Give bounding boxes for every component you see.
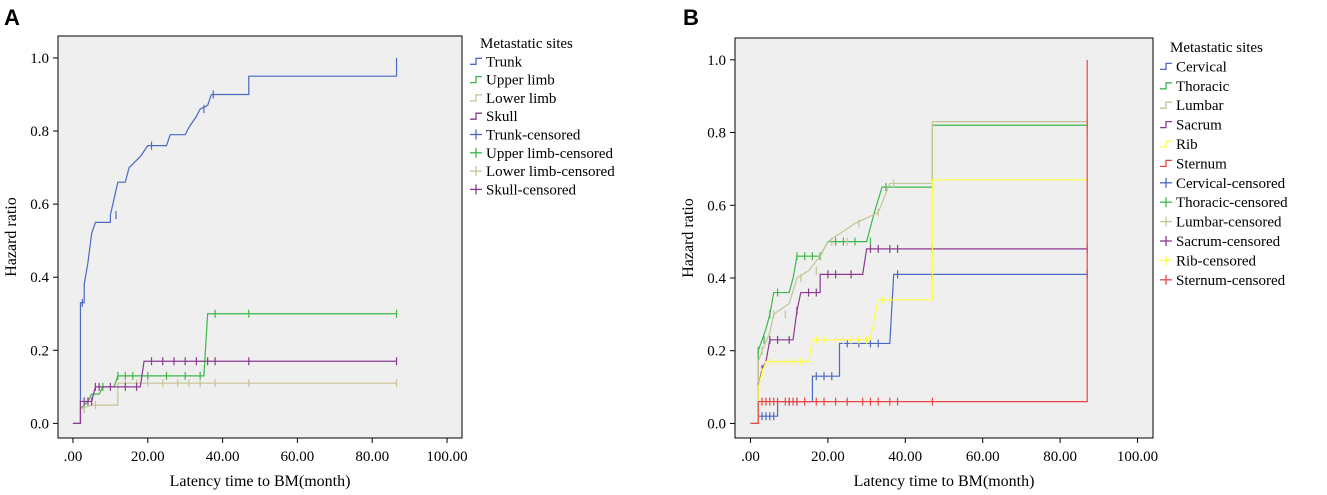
chart-b-legend-entry: Sacrum-censored [1176,234,1281,250]
chart-a-legend-entry: Trunk-censored [486,128,581,144]
chart-a-y-tick-label: 0.0 [30,416,49,432]
chart-a-y-tick-label: 0.4 [30,270,49,286]
chart-a-x-tick-label: 40.00 [206,449,240,465]
chart-b-legend-swatch [1160,82,1172,90]
chart-a-legend-swatch [470,75,482,84]
panel-a-letter: A [4,5,20,30]
chart-b-legend-entry: Thoracic-censored [1176,195,1288,211]
chart-a-plot-area [57,35,463,439]
chart-b-x-tick-label: 20.00 [811,449,845,465]
chart-b-legend-entry: Lumbar [1176,98,1223,114]
chart-a-x-tick-label: 100.00 [426,449,467,465]
chart-b-legend-title: Metastatic sites [1170,40,1263,56]
chart-a-legend-swatch [470,57,482,65]
chart-b-x-tick-label: 60.00 [966,449,1000,465]
chart-b-x-axis-title: Latency time to BM(month) [854,473,1035,490]
chart-a-x-tick-label: 60.00 [281,449,315,465]
chart-b-series-sternum-line [750,59,1088,425]
chart-b-legend-entry: Rib [1176,137,1198,153]
chart-b-x-tick-label: 80.00 [1043,449,1077,465]
chart-b-legend-entry: Lumbar-censored [1176,215,1282,231]
chart-b-plot-area [734,37,1154,439]
chart-b-legend-swatch [1160,101,1172,109]
chart-a-legend-entry: Skull [486,109,518,125]
chart-a-legend-entry: Upper limb-censored [486,146,614,162]
chart-b-y-tick-label: 0.2 [707,344,726,360]
chart-a-series-trunk-line [72,57,398,424]
chart-b-series-thoracic-line [750,124,1088,425]
chart-b-legend-entry: Rib-censored [1176,253,1256,269]
chart-a-legend-swatch [470,94,482,102]
chart-a-x-axis-title: Latency time to BM(month) [170,473,351,490]
chart-a-legend-entry: Upper limb [486,73,555,89]
chart-b-y-tick-label: 0.0 [707,416,726,432]
chart-a-legend-title: Metastatic sites [480,36,573,52]
chart-a-x-tick-label: 80.00 [355,449,389,465]
chart-b-legend-swatch [1160,140,1172,148]
chart-a-y-tick-label: 0.6 [30,197,49,213]
chart-a-x-tick-label: 20.00 [131,449,165,465]
chart-a-y-tick-label: 1.0 [30,51,49,67]
chart-b-series-rib-line [750,179,1088,425]
chart-b-series-lumbar-line [750,121,1088,425]
chart-b-y-axis-title: Hazard ratio [680,198,697,278]
chart-a-series-skull-line [72,360,397,424]
chart-a-y-tick-label: 0.8 [30,124,49,140]
chart-a-legend-entry: Skull-censored [486,182,576,198]
chart-b-legend-entry: Thoracic [1176,79,1230,95]
chart-b-legend-swatch [1160,62,1172,71]
chart-b-legend-swatch [1160,120,1172,129]
chart-b-legend-swatch [1160,159,1172,168]
chart-b-legend-entry: Cervical-censored [1176,176,1286,192]
chart-b-legend-entry: Sacrum [1176,118,1222,134]
chart-b-x-tick-label: .00 [741,449,760,465]
chart-b-y-tick-label: 0.4 [707,271,726,287]
chart-b-y-tick-label: 0.6 [707,198,726,214]
chart-b-x-tick-label: 100.00 [1117,449,1158,465]
chart-a-legend-entry: Lower limb-censored [486,164,615,180]
chart-a-legend-swatch [470,112,482,120]
chart-b-y-tick-label: 1.0 [707,53,726,69]
chart-a-y-tick-label: 0.2 [30,343,49,359]
chart-b-legend-entry: Sternum-censored [1176,273,1286,289]
chart-a: 0.0 0.2 0.4 0.6 0.8 1.0 .00 20.00 40.00 60.00 80.0… [3,35,615,490]
chart-a-x-tick-label: .00 [64,449,83,465]
chart-b-legend-entry: Sternum [1176,156,1227,172]
chart-b-y-tick-label: 0.8 [707,126,726,142]
chart-a-legend-entry: Trunk [486,54,523,70]
chart-a-y-axis-title: Hazard ratio [3,197,20,277]
panel-b-letter: B [683,5,699,30]
chart-b-legend-entry: Cervical [1176,59,1227,75]
chart-a-legend-entry: Lower limb [486,91,556,107]
chart-b-x-tick-label: 40.00 [888,449,922,465]
